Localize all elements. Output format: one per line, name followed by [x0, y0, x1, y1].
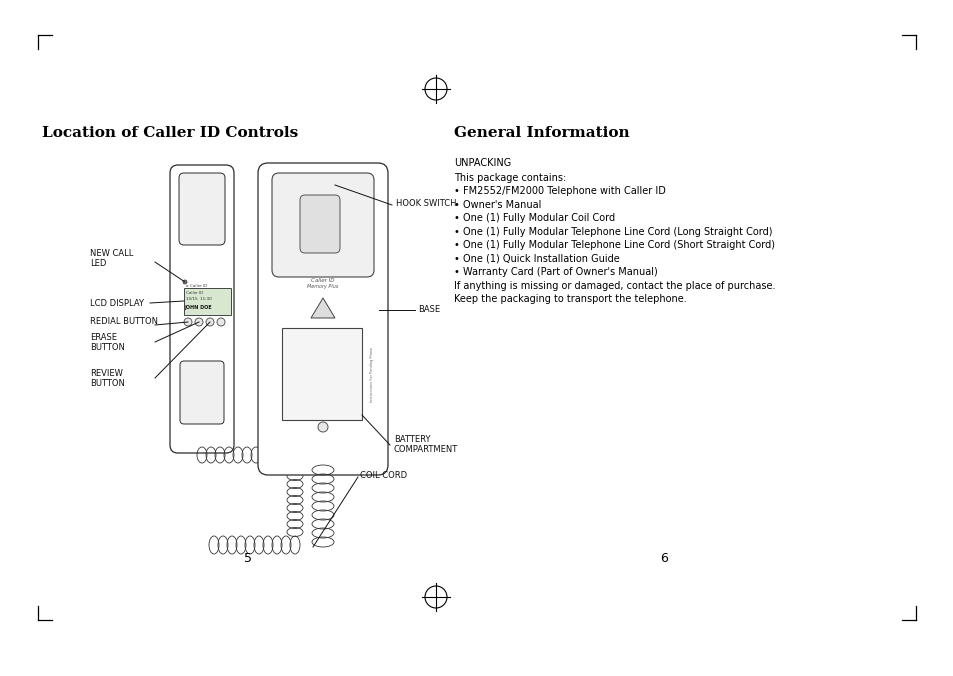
- Text: Caller ID: Caller ID: [186, 291, 203, 295]
- Text: ERASE: ERASE: [90, 333, 117, 343]
- Text: Instructions For Pending Phase: Instructions For Pending Phase: [370, 347, 374, 402]
- Text: UNPACKING: UNPACKING: [454, 158, 511, 168]
- Text: Location of Caller ID Controls: Location of Caller ID Controls: [42, 126, 297, 140]
- Text: • One (1) Fully Modular Telephone Line Cord (Long Straight Cord): • One (1) Fully Modular Telephone Line C…: [454, 227, 772, 237]
- Text: BATTERY: BATTERY: [394, 435, 430, 445]
- Text: Keep the packaging to transport the telephone.: Keep the packaging to transport the tele…: [454, 294, 686, 304]
- Text: • One (1) Fully Modular Telephone Line Cord (Short Straight Cord): • One (1) Fully Modular Telephone Line C…: [454, 241, 774, 250]
- Circle shape: [206, 318, 213, 326]
- Text: LED: LED: [90, 260, 107, 268]
- FancyBboxPatch shape: [299, 195, 339, 253]
- Circle shape: [184, 318, 192, 326]
- FancyBboxPatch shape: [170, 165, 233, 453]
- Text: BUTTON: BUTTON: [90, 379, 125, 389]
- Text: • FM2552/FM2000 Telephone with Caller ID: • FM2552/FM2000 Telephone with Caller ID: [454, 187, 665, 196]
- Text: Caller ID: Caller ID: [311, 278, 335, 283]
- Text: • Warranty Card (Part of Owner's Manual): • Warranty Card (Part of Owner's Manual): [454, 267, 657, 277]
- FancyBboxPatch shape: [180, 361, 224, 424]
- Text: LCD DISPLAY: LCD DISPLAY: [90, 299, 144, 308]
- Circle shape: [183, 280, 187, 284]
- Circle shape: [216, 318, 225, 326]
- Text: • Owner's Manual: • Owner's Manual: [454, 200, 540, 210]
- Text: COIL CORD: COIL CORD: [359, 471, 407, 481]
- Polygon shape: [311, 298, 335, 318]
- Text: NEW CALL: NEW CALL: [90, 249, 133, 258]
- FancyBboxPatch shape: [257, 163, 388, 475]
- FancyBboxPatch shape: [179, 173, 225, 245]
- Text: JOHN DOE: JOHN DOE: [184, 305, 212, 310]
- Circle shape: [317, 422, 328, 432]
- FancyBboxPatch shape: [272, 173, 374, 277]
- Bar: [184, 288, 231, 315]
- Text: If anything is missing or damaged, contact the place of purchase.: If anything is missing or damaged, conta…: [454, 281, 775, 291]
- Text: • One (1) Quick Installation Guide: • One (1) Quick Installation Guide: [454, 254, 619, 264]
- Text: 5: 5: [244, 552, 252, 564]
- Text: HOOK SWITCH: HOOK SWITCH: [395, 199, 456, 208]
- Text: BUTTON: BUTTON: [90, 343, 125, 352]
- Text: General Information: General Information: [454, 126, 629, 140]
- Text: 10/15  11:30: 10/15 11:30: [186, 297, 212, 301]
- Text: REVIEW: REVIEW: [90, 370, 123, 379]
- Text: BASE: BASE: [417, 306, 439, 314]
- Bar: [282, 328, 361, 420]
- Text: This package contains:: This package contains:: [454, 173, 566, 183]
- Text: Memory Plus: Memory Plus: [307, 284, 338, 289]
- Text: REDIAL BUTTON: REDIAL BUTTON: [90, 318, 158, 327]
- Text: o: o: [186, 284, 189, 288]
- Circle shape: [194, 318, 203, 326]
- Text: 6: 6: [659, 552, 667, 564]
- Text: COMPARTMENT: COMPARTMENT: [394, 445, 457, 454]
- Text: • One (1) Fully Modular Coil Cord: • One (1) Fully Modular Coil Cord: [454, 214, 615, 223]
- Text: Caller ID: Caller ID: [190, 284, 207, 288]
